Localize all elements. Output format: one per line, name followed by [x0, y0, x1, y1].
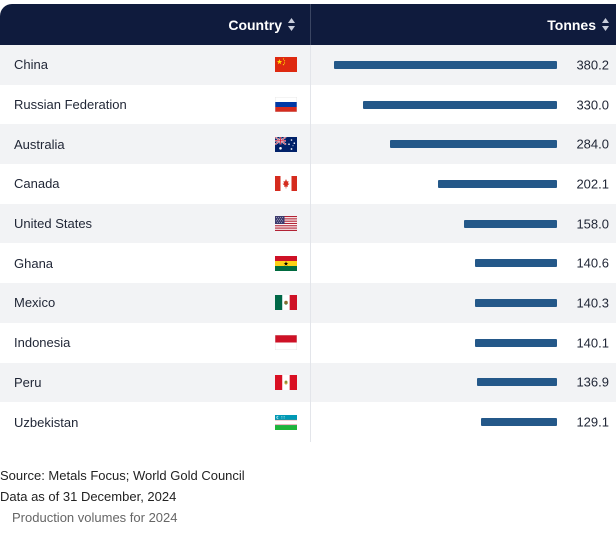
data-label: 380.2	[576, 57, 609, 73]
data-label: 129.1	[576, 414, 609, 430]
data-bar	[464, 219, 557, 228]
data-bar	[475, 338, 557, 347]
country-name: Uzbekistan	[14, 414, 79, 430]
tonnes-column-header[interactable]: Tonnes	[311, 4, 616, 45]
tonnes-cell: 136.9	[311, 363, 616, 403]
source-text: Source: Metals Focus; World Gold Council	[0, 468, 245, 483]
data-label: 330.0	[576, 97, 609, 113]
data-bar	[363, 100, 557, 109]
country-name: Indonesia	[14, 335, 71, 351]
data-label: 140.1	[576, 335, 609, 351]
country-cell: Ghana	[0, 243, 311, 284]
data-bar	[481, 418, 557, 427]
tonnes-cell: 140.3	[311, 283, 616, 323]
sort-icon[interactable]	[601, 17, 610, 32]
tonnes-cell: 202.1	[311, 164, 616, 204]
data-bar	[475, 298, 557, 307]
table-row: Russian Federation 330.0	[0, 84, 616, 125]
ca-flag-icon	[275, 176, 297, 192]
country-cell: United States	[0, 203, 311, 244]
data-bar	[334, 60, 557, 69]
table-row: China 380.2	[0, 45, 616, 85]
data-bar	[475, 259, 557, 268]
country-name: Peru	[14, 374, 42, 390]
data-label: 140.6	[576, 255, 609, 271]
tonnes-header-label: Tonnes	[547, 16, 596, 33]
ru-flag-icon	[275, 97, 297, 113]
country-cell: Peru	[0, 362, 311, 403]
country-header-label: Country	[228, 16, 282, 33]
country-cell: Mexico	[0, 283, 311, 323]
us-flag-icon	[275, 216, 297, 232]
gold-production-table: Country Tonnes China 380.2 Russian Federat…	[0, 4, 616, 442]
table-row: Mexico 140.3	[0, 283, 616, 323]
tonnes-cell: 380.2	[311, 45, 616, 85]
country-name: Australia	[14, 136, 65, 152]
data-label: 136.9	[576, 374, 609, 390]
tonnes-cell: 140.6	[311, 243, 616, 283]
country-cell: Uzbekistan	[0, 402, 311, 442]
au-flag-icon	[275, 136, 297, 152]
country-name: Mexico	[14, 295, 56, 311]
country-name: Canada	[14, 176, 60, 192]
tonnes-cell: 158.0	[311, 204, 616, 244]
id-flag-icon	[275, 335, 297, 351]
data-label: 140.3	[576, 295, 609, 311]
data-bar	[438, 179, 557, 188]
gh-flag-icon	[275, 255, 297, 271]
table-row: Indonesia 140.1	[0, 322, 616, 363]
country-name: China	[14, 57, 48, 73]
tonnes-cell: 284.0	[311, 124, 616, 164]
uz-flag-icon	[275, 414, 297, 430]
table-row: Peru 136.9	[0, 362, 616, 403]
cn-flag-icon	[275, 57, 297, 73]
table-body: China 380.2 Russian Federation 330.0 Austral…	[0, 45, 616, 442]
data-bar	[390, 140, 557, 149]
chart-footer: Source: Metals Focus; World Gold Council…	[0, 465, 245, 528]
country-name: Russian Federation	[14, 97, 127, 113]
pe-flag-icon	[275, 374, 297, 390]
country-cell: China	[0, 45, 311, 85]
country-cell: Australia	[0, 124, 311, 165]
mx-flag-icon	[275, 295, 297, 311]
country-name: United States	[14, 216, 93, 232]
tonnes-cell: 140.1	[311, 323, 616, 363]
data-label: 284.0	[576, 136, 609, 152]
table-header: Country Tonnes	[0, 4, 616, 45]
country-name: Ghana	[14, 255, 54, 271]
data-date-text: Data as of 31 December, 2024	[0, 489, 177, 504]
data-label: 158.0	[576, 216, 609, 232]
data-label: 202.1	[576, 176, 609, 192]
table-row: United States 158.0	[0, 203, 616, 244]
table-row: Ghana 140.6	[0, 243, 616, 284]
data-bar	[477, 378, 557, 387]
tonnes-cell: 330.0	[311, 85, 616, 125]
tonnes-cell: 129.1	[311, 402, 616, 442]
footnote-text: Production volumes for 2024	[12, 510, 178, 525]
table-row: Uzbekistan 129.1	[0, 402, 616, 442]
country-cell: Canada	[0, 164, 311, 204]
country-cell: Indonesia	[0, 322, 311, 363]
country-cell: Russian Federation	[0, 84, 311, 125]
table-row: Australia 284.0	[0, 124, 616, 165]
country-column-header[interactable]: Country	[0, 4, 311, 45]
table-row: Canada 202.1	[0, 164, 616, 204]
sort-icon[interactable]	[287, 17, 296, 32]
